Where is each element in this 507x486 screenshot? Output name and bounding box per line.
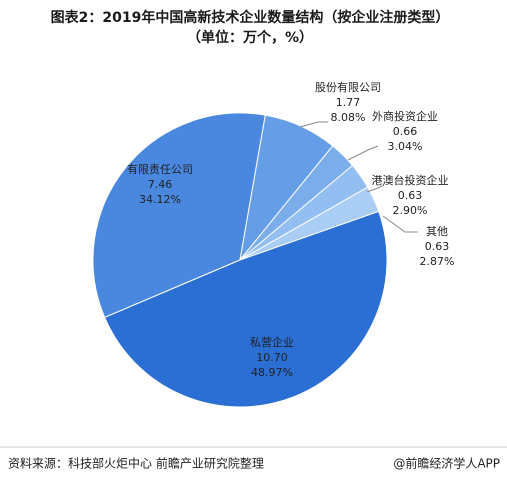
- leader-line: [382, 215, 418, 233]
- slice-share: 34.12%: [139, 193, 181, 206]
- leader-line: [299, 121, 328, 128]
- slice-value: 0.63: [425, 240, 450, 253]
- chart-subtitle: （单位：万个，%）: [187, 29, 313, 46]
- slice-name: 股份有限公司: [315, 80, 381, 94]
- source: 资料来源：科技部火炬中心 前瞻产业研究院整理: [8, 456, 264, 471]
- chart-title: 图表2：2019年中国高新技术企业数量结构（按企业注册类型）: [51, 9, 450, 26]
- pie-slice: [92, 112, 266, 319]
- slice-value: 0.66: [393, 125, 418, 138]
- pie: [92, 112, 388, 408]
- labels: 有限责任公司 7.46 34.12% 股份有限公司 1.77 8.08% 外商投资企业 0.6…: [127, 80, 454, 379]
- leader-lines: [299, 121, 418, 233]
- leader-line: [347, 145, 379, 161]
- slice-name: 其他: [426, 225, 448, 238]
- slice-name: 港澳台投资企业: [372, 173, 449, 187]
- slice-name: 私营企业: [250, 335, 294, 349]
- slice-share: 8.08%: [331, 111, 366, 124]
- slice-value: 1.77: [336, 96, 361, 109]
- slice-value: 10.70: [256, 351, 288, 364]
- slice-name: 有限责任公司: [127, 162, 193, 176]
- slice-share: 2.90%: [393, 204, 428, 217]
- slice-value: 0.63: [398, 189, 423, 202]
- slice-name: 外商投资企业: [372, 109, 438, 123]
- credit: @前瞻经济学人APP: [393, 456, 500, 471]
- slice-value: 7.46: [148, 178, 173, 191]
- slice-share: 2.87%: [420, 255, 455, 268]
- pie-slice: [104, 210, 388, 408]
- slice-share: 3.04%: [388, 140, 423, 153]
- leader-line: [366, 184, 385, 193]
- slice-share: 48.97%: [251, 366, 293, 379]
